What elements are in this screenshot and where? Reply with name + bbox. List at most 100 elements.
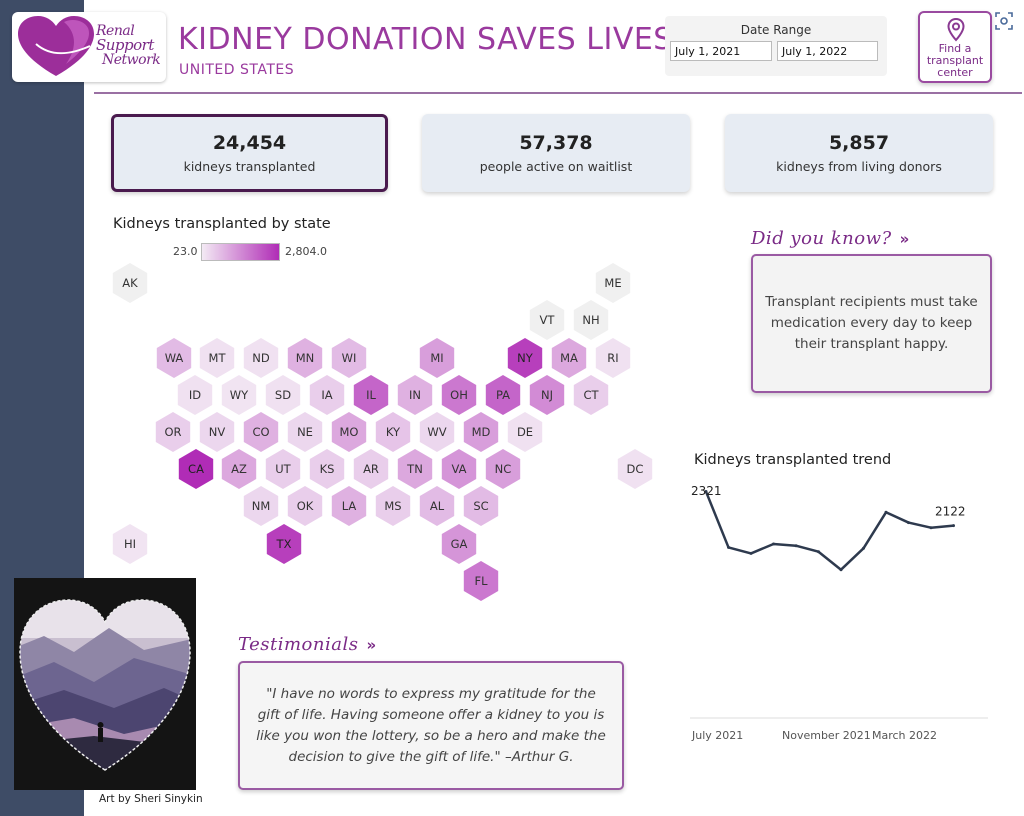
- state-hex-ma[interactable]: MA: [551, 338, 587, 378]
- state-hex-id[interactable]: ID: [177, 375, 213, 415]
- state-hex-co[interactable]: CO: [243, 412, 279, 452]
- testimonial-box: "I have no words to express my gratitude…: [238, 661, 624, 790]
- logo: Renal Support Network: [12, 12, 166, 82]
- kpi-value: 57,378: [519, 132, 593, 154]
- state-hex-mt[interactable]: MT: [199, 338, 235, 378]
- state-hex-al[interactable]: AL: [419, 486, 455, 526]
- state-hex-nv[interactable]: NV: [199, 412, 235, 452]
- state-hex-nh[interactable]: NH: [573, 300, 609, 340]
- state-hex-ok[interactable]: OK: [287, 486, 323, 526]
- state-hex-nc[interactable]: NC: [485, 449, 521, 489]
- x-tick-label: March 2022: [872, 729, 937, 742]
- state-hex-wy[interactable]: WY: [221, 375, 257, 415]
- kpi-card-living-donors[interactable]: 5,857 kidneys from living donors: [725, 114, 993, 192]
- kpi-value: 24,454: [212, 132, 287, 154]
- did-you-know-box: Transplant recipients must take medicati…: [751, 254, 992, 393]
- state-hex-wi[interactable]: WI: [331, 338, 367, 378]
- date-range-label: Date Range: [740, 23, 812, 37]
- state-hex-ky[interactable]: KY: [375, 412, 411, 452]
- x-tick-label: July 2021: [691, 729, 743, 742]
- state-hex-fl[interactable]: FL: [463, 561, 499, 601]
- state-hex-ks[interactable]: KS: [309, 449, 345, 489]
- state-hex-me[interactable]: ME: [595, 263, 631, 303]
- end-value-label: 2122: [935, 505, 966, 519]
- trend-point[interactable]: [749, 551, 753, 555]
- kpi-card-kidneys-transplanted[interactable]: 24,454 kidneys transplanted: [111, 114, 388, 192]
- trend-series-line[interactable]: [704, 491, 954, 571]
- heart-artwork: [14, 578, 196, 790]
- state-hex-va[interactable]: VA: [441, 449, 477, 489]
- logo-text-renal: Renal: [96, 23, 135, 39]
- trend-point[interactable]: [907, 521, 910, 525]
- legend-min-label: 23.0: [173, 245, 198, 258]
- state-hex-sd[interactable]: SD: [265, 375, 301, 415]
- trend-line-chart[interactable]: 2321 2122 July 2021 November 2021 March 2022: [686, 478, 996, 748]
- state-hex-ia[interactable]: IA: [309, 375, 345, 415]
- double-chevron-icon: »: [899, 230, 910, 248]
- heart-landscape-art-icon: [14, 578, 196, 790]
- state-hex-az[interactable]: AZ: [221, 449, 257, 489]
- find-label-line: Find a: [938, 42, 972, 55]
- trend-point[interactable]: [772, 542, 775, 546]
- state-hex-wa[interactable]: WA: [156, 338, 192, 378]
- state-hex-ms[interactable]: MS: [375, 486, 411, 526]
- state-hex-ut[interactable]: UT: [265, 449, 301, 489]
- trend-point[interactable]: [952, 524, 955, 528]
- state-hex-md[interactable]: MD: [463, 412, 499, 452]
- state-hex-il[interactable]: IL: [353, 375, 389, 415]
- date-range-filter: Date Range July 1, 2021 July 1, 2022: [665, 16, 887, 76]
- trend-point[interactable]: [794, 544, 798, 548]
- state-hex-mo[interactable]: MO: [331, 412, 367, 452]
- start-date-input[interactable]: July 1, 2021: [670, 41, 772, 61]
- find-transplant-center-button[interactable]: Find a transplant center: [918, 11, 992, 83]
- find-label-line: transplant: [926, 54, 984, 67]
- state-hex-ne[interactable]: NE: [287, 412, 323, 452]
- kpi-label: people active on waitlist: [479, 159, 633, 174]
- state-hex-tx[interactable]: TX: [266, 524, 302, 564]
- trend-point[interactable]: [839, 568, 843, 572]
- trend-point[interactable]: [817, 550, 820, 554]
- state-hex-de[interactable]: DE: [507, 412, 543, 452]
- state-hex-wv[interactable]: WV: [419, 412, 455, 452]
- trend-point[interactable]: [862, 546, 865, 550]
- state-hex-nm[interactable]: NM: [243, 486, 279, 526]
- trend-point[interactable]: [884, 510, 888, 514]
- state-hex-ar[interactable]: AR: [353, 449, 389, 489]
- state-hex-ct[interactable]: CT: [573, 375, 609, 415]
- state-hex-mi[interactable]: MI: [419, 338, 455, 378]
- state-hex-la[interactable]: LA: [331, 486, 367, 526]
- trend-point[interactable]: [929, 526, 933, 530]
- kpi-value: 5,857: [828, 132, 890, 154]
- x-tick-label: November 2021: [782, 729, 871, 742]
- state-hex-nd[interactable]: ND: [243, 338, 279, 378]
- state-hex-in[interactable]: IN: [397, 375, 433, 415]
- state-hex-hi[interactable]: HI: [112, 524, 148, 564]
- trend-point[interactable]: [704, 490, 708, 494]
- did-you-know-title: Did you know? »: [751, 228, 910, 249]
- state-hex-vt[interactable]: VT: [529, 300, 565, 340]
- state-hex-tn[interactable]: TN: [397, 449, 433, 489]
- state-hex-nj[interactable]: NJ: [529, 375, 565, 415]
- state-hex-dc[interactable]: DC: [617, 449, 653, 489]
- state-hex-pa[interactable]: PA: [485, 375, 521, 415]
- logo-text-support: Support: [96, 36, 154, 54]
- state-hex-ri[interactable]: RI: [595, 338, 631, 378]
- trend-point[interactable]: [727, 545, 730, 549]
- trend-chart-title: Kidneys transplanted trend: [694, 452, 892, 468]
- page-subtitle: UNITED STATES: [179, 62, 295, 78]
- state-hex-ca[interactable]: CA: [178, 449, 214, 489]
- state-hex-ga[interactable]: GA: [441, 524, 477, 564]
- kpi-card-waitlist[interactable]: 57,378 people active on waitlist: [422, 114, 690, 192]
- find-label-line: center: [937, 66, 973, 79]
- state-hex-oh[interactable]: OH: [441, 375, 477, 415]
- state-hex-sc[interactable]: SC: [463, 486, 499, 526]
- state-hex-ak[interactable]: AK: [112, 263, 148, 303]
- state-hex-or[interactable]: OR: [155, 412, 191, 452]
- header-divider: [94, 92, 1022, 94]
- testimonials-title: Testimonials »: [238, 634, 377, 655]
- state-hex-ny[interactable]: NY: [507, 338, 543, 378]
- end-date-input[interactable]: July 1, 2022: [777, 41, 878, 61]
- state-hex-mn[interactable]: MN: [287, 338, 323, 378]
- screenshot-focus-icon[interactable]: [995, 12, 1013, 30]
- double-chevron-icon: »: [366, 636, 377, 654]
